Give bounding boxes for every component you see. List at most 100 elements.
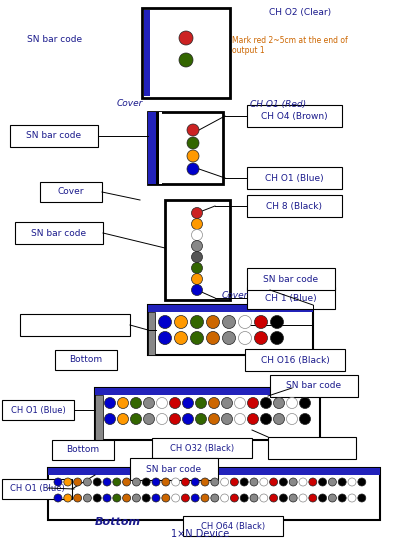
Circle shape [143,397,154,408]
Circle shape [152,494,160,502]
Bar [183,516,283,536]
Circle shape [338,478,346,486]
Circle shape [103,478,111,486]
Circle shape [104,414,115,424]
Text: CH O1 (Blue): CH O1 (Blue) [11,406,65,415]
Bar [165,200,230,300]
Circle shape [156,414,167,424]
Circle shape [142,478,150,486]
Bar [2,400,74,420]
Circle shape [132,478,140,486]
Circle shape [181,478,190,486]
Circle shape [179,53,193,67]
Circle shape [123,478,130,486]
Bar [20,314,130,336]
Circle shape [132,494,140,502]
Circle shape [221,478,229,486]
Text: CH O32 (Black): CH O32 (Black) [170,443,234,453]
Circle shape [191,207,203,219]
Circle shape [238,332,251,345]
Circle shape [240,478,248,486]
Circle shape [152,478,160,486]
Circle shape [221,414,232,424]
Bar [148,305,313,312]
Bar [152,438,252,458]
Circle shape [309,478,317,486]
Circle shape [181,494,190,502]
Circle shape [211,494,219,502]
Circle shape [191,273,203,285]
Circle shape [117,414,128,424]
Circle shape [74,478,82,486]
Circle shape [348,478,356,486]
Circle shape [348,494,356,502]
Text: Cover: Cover [222,291,248,300]
Circle shape [169,397,180,408]
Circle shape [182,414,193,424]
Circle shape [54,494,62,502]
Bar [148,305,313,355]
Circle shape [84,494,91,502]
Circle shape [64,494,72,502]
Circle shape [240,494,248,502]
Bar [148,312,155,355]
Text: CH O2 (Clear): CH O2 (Clear) [269,8,331,17]
Bar [15,222,103,244]
Circle shape [221,397,232,408]
Bar [142,8,230,98]
Circle shape [143,414,154,424]
Circle shape [234,414,245,424]
Circle shape [195,414,206,424]
Circle shape [54,478,62,486]
Circle shape [358,478,366,486]
Circle shape [279,478,287,486]
Circle shape [191,478,199,486]
Circle shape [187,137,199,149]
Bar [247,105,342,127]
Circle shape [162,478,170,486]
Text: SN bar code: SN bar code [264,274,319,284]
Text: SN bar code: SN bar code [286,381,342,390]
Circle shape [74,494,82,502]
Circle shape [309,494,317,502]
Bar [48,468,380,475]
Bar [156,112,159,184]
Text: CH 8 (Black): CH 8 (Black) [266,201,323,211]
Text: SN bar code: SN bar code [26,132,82,140]
Bar [148,112,223,184]
Circle shape [158,315,171,328]
Text: SN bar code: SN bar code [32,228,87,238]
Circle shape [179,31,193,45]
Circle shape [123,494,130,502]
Circle shape [191,494,199,502]
Circle shape [286,397,297,408]
Bar [95,388,320,395]
Bar [159,112,162,184]
Text: Bottom: Bottom [95,517,141,527]
Circle shape [319,478,327,486]
Circle shape [234,397,245,408]
Circle shape [286,414,297,424]
Bar [144,10,150,96]
Circle shape [130,414,141,424]
Bar [247,195,342,217]
Circle shape [269,494,278,502]
Circle shape [255,332,268,345]
Bar [247,287,335,309]
Circle shape [223,332,236,345]
Text: Cover: Cover [117,99,143,109]
Circle shape [187,163,199,175]
Circle shape [221,494,229,502]
Circle shape [103,494,111,502]
Circle shape [260,414,271,424]
Circle shape [191,285,203,295]
Bar [95,395,103,440]
Circle shape [191,262,203,273]
Circle shape [273,397,284,408]
Circle shape [279,494,287,502]
Circle shape [169,414,180,424]
Bar [55,350,117,370]
Circle shape [260,478,268,486]
Circle shape [289,494,297,502]
Circle shape [113,478,121,486]
